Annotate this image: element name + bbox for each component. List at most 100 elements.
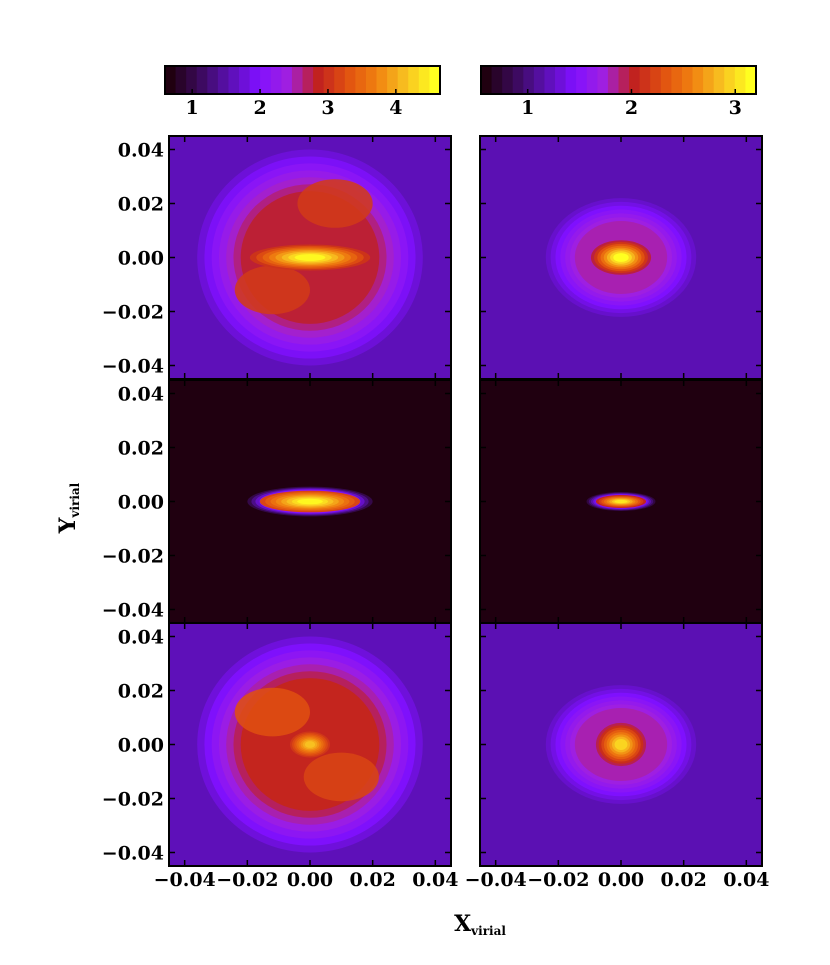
density-panel <box>480 136 762 379</box>
y-tick-label: −0.04 <box>102 600 164 622</box>
colorbar-swatch <box>239 66 251 94</box>
colorbar-swatch <box>512 66 524 94</box>
colorbar-swatch <box>397 66 409 94</box>
colorbar-swatch <box>228 66 240 94</box>
colorbar-swatch <box>544 66 556 94</box>
colorbar-swatch <box>639 66 651 94</box>
x-tick-label: 0.04 <box>723 869 769 891</box>
x-tick-label: 0.02 <box>350 869 396 891</box>
colorbar-swatch <box>555 66 567 94</box>
colorbar-swatch <box>207 66 219 94</box>
y-tick-label: 0.04 <box>118 384 164 406</box>
colorbar-swatch <box>355 66 367 94</box>
x-tick-label: −0.02 <box>527 869 589 891</box>
colorbar-swatch <box>429 66 441 94</box>
y-tick-label: 0.02 <box>118 194 164 216</box>
colorbar-frame <box>164 65 441 95</box>
x-tick-label: 0.04 <box>412 869 458 891</box>
colorbar-tick-label: 2 <box>253 97 266 119</box>
colorbar-swatch <box>165 66 177 94</box>
y-tick-label: 0.04 <box>118 140 164 162</box>
colorbar-swatch <box>692 66 704 94</box>
x-tick-label: 0.02 <box>661 869 707 891</box>
y-axis-label: Yvirial <box>55 482 82 534</box>
colorbar-swatch <box>607 66 620 94</box>
panel-grid <box>168 135 763 867</box>
substructure-blob <box>303 752 379 802</box>
core-contour <box>613 253 629 262</box>
colorbar-swatch <box>703 66 715 94</box>
x-axis-label: Xvirial <box>454 911 506 938</box>
y-tick-label: 0.04 <box>118 627 164 649</box>
colorbar-swatch <box>196 66 208 94</box>
colorbar-swatch <box>681 66 694 94</box>
colorbar-tick-label: 4 <box>389 97 402 119</box>
colorbar-swatch <box>533 66 546 94</box>
colorbar-tick-label: 1 <box>521 97 534 119</box>
colorbar-swatch <box>323 66 335 94</box>
colorbar-swatch <box>576 66 588 94</box>
colorbar-swatch <box>376 66 388 94</box>
core-contour <box>614 738 628 751</box>
y-tick-label: 0.00 <box>118 248 164 270</box>
x-tick-label: −0.02 <box>216 869 278 891</box>
colorbar-swatch <box>408 66 420 94</box>
x-tick-label: −0.04 <box>465 869 527 891</box>
density-panel <box>169 623 451 866</box>
y-tick-label: −0.02 <box>102 302 164 324</box>
core-contour <box>614 499 628 504</box>
colorbar-left: 1 2 3 4 <box>164 65 441 119</box>
colorbar-swatch <box>344 66 356 94</box>
colorbar-swatch <box>313 66 325 94</box>
y-tick-label: −0.02 <box>102 546 164 568</box>
density-panel <box>480 380 762 623</box>
substructure-blob <box>297 179 373 228</box>
y-tick-label: 0.02 <box>118 681 164 703</box>
colorbar-swatch <box>418 66 431 94</box>
density-panel <box>169 136 451 379</box>
colorbar-swatch <box>291 66 304 94</box>
colorbar-frame <box>480 65 757 95</box>
colorbar-swatch <box>387 66 399 94</box>
axes: −0.04−0.020.000.020.04−0.04−0.020.000.02… <box>102 140 770 892</box>
density-panel <box>169 380 451 623</box>
y-tick-label: 0.00 <box>118 492 164 514</box>
core-contour <box>297 498 323 505</box>
colorbar-swatch <box>586 66 598 94</box>
colorbar-swatch <box>597 66 609 94</box>
colorbars: 1 2 3 4 1 2 3 <box>164 65 757 119</box>
y-tick-label: −0.02 <box>102 789 164 811</box>
colorbar-swatch <box>249 66 261 94</box>
colorbar-swatch <box>565 66 577 94</box>
y-tick-label: 0.00 <box>118 735 164 757</box>
substructure-blob <box>234 687 310 737</box>
core-contour <box>294 254 326 261</box>
y-tick-label: −0.04 <box>102 843 164 865</box>
colorbar-swatch <box>302 66 314 94</box>
x-tick-label: 0.00 <box>287 869 333 891</box>
colorbar-swatch <box>260 66 272 94</box>
colorbar-tick-label: 1 <box>186 97 199 119</box>
colorbar-tick-label: 2 <box>625 97 638 119</box>
colorbar-swatch <box>618 66 630 94</box>
colorbar-swatch <box>713 66 725 94</box>
x-tick-label: 0.00 <box>598 869 644 891</box>
colorbar-swatch <box>186 66 198 94</box>
colorbar-right: 1 2 3 <box>480 65 757 119</box>
colorbar-swatch <box>365 66 378 94</box>
colorbar-swatch <box>745 66 757 94</box>
colorbar-swatch <box>724 66 736 94</box>
core-contour <box>304 741 316 748</box>
y-tick-label: −0.04 <box>102 356 164 378</box>
colorbar-swatch <box>270 66 282 94</box>
colorbar-swatch <box>734 66 747 94</box>
colorbar-tick-label: 3 <box>321 97 334 119</box>
colorbar-swatch <box>502 66 514 94</box>
y-tick-label: 0.02 <box>118 438 164 460</box>
colorbar-swatch <box>523 66 535 94</box>
colorbar-swatch <box>217 66 230 94</box>
colorbar-swatch <box>175 66 187 94</box>
density-panel <box>480 623 762 866</box>
colorbar-swatch <box>334 66 346 94</box>
